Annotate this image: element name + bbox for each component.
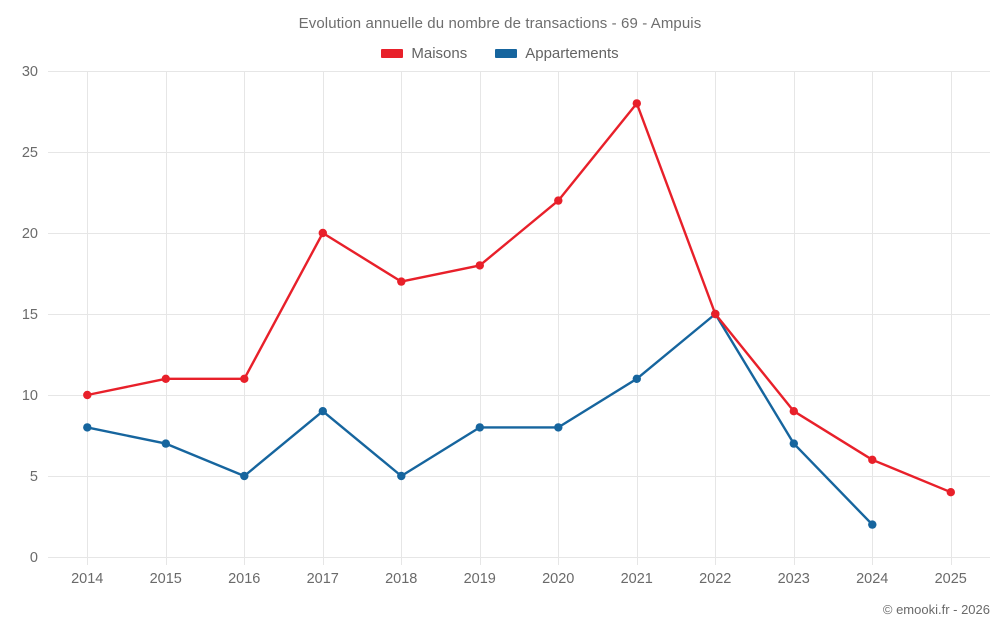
y-axis-tick-label: 0 — [30, 550, 38, 566]
data-point-maisons[interactable] — [397, 277, 406, 286]
series-line-appartements — [86, 312, 874, 526]
chart-title: Evolution annuelle du nombre de transact… — [298, 15, 702, 32]
data-point-maisons[interactable] — [789, 407, 798, 416]
data-point-appartements[interactable] — [397, 471, 406, 481]
x-axis-tick-label: 2025 — [935, 571, 967, 587]
data-point-appartements[interactable] — [83, 423, 92, 432]
data-point-maisons[interactable] — [318, 228, 327, 238]
x-axis-tick-label: 2022 — [699, 571, 731, 587]
x-axis-tick-label: 2019 — [464, 571, 496, 587]
data-point-maisons[interactable] — [240, 374, 249, 383]
data-point-appartements[interactable] — [475, 423, 484, 432]
data-point-maisons[interactable] — [868, 455, 877, 464]
data-point-maisons[interactable] — [711, 309, 720, 319]
legend-label-appartements: Appartements — [525, 45, 619, 62]
legend-label-maisons: Maisons — [411, 45, 468, 62]
y-axis-tick-label: 10 — [22, 388, 38, 404]
copyright-credit: © emooki.fr - 2026 — [882, 602, 990, 617]
x-axis-tick-label: 2021 — [621, 571, 653, 587]
x-axis-tick-label: 2020 — [542, 571, 574, 587]
data-point-appartements[interactable] — [554, 423, 563, 432]
legend-item-appartements[interactable]: Appartements — [495, 45, 619, 62]
legend-item-maisons[interactable]: Maisons — [381, 45, 467, 62]
data-point-maisons[interactable] — [475, 261, 484, 270]
legend-swatch-appartements — [495, 49, 518, 58]
data-point-appartements[interactable] — [789, 439, 798, 448]
y-axis-tick-label: 20 — [22, 226, 38, 242]
y-axis-tick-label: 15 — [22, 307, 38, 323]
data-point-maisons[interactable] — [83, 390, 92, 400]
data-point-appartements[interactable] — [161, 439, 170, 448]
data-point-maisons[interactable] — [554, 196, 563, 205]
x-axis-tick-label: 2018 — [385, 571, 417, 587]
data-point-appartements[interactable] — [632, 374, 641, 383]
y-axis-tick-label: 5 — [30, 469, 38, 485]
data-point-appartements[interactable] — [868, 520, 877, 529]
x-axis-tick-label: 2023 — [778, 571, 810, 587]
x-axis-tick-label: 2014 — [71, 571, 103, 587]
x-axis-tick-label: 2024 — [856, 571, 888, 587]
y-axis-tick-label: 30 — [22, 64, 38, 80]
legend-swatch-maisons — [381, 49, 404, 58]
x-axis-tick-label: 2016 — [228, 571, 260, 587]
y-axis-tick-label: 25 — [22, 145, 38, 161]
data-point-appartements[interactable] — [240, 471, 249, 481]
x-axis-tick-label: 2017 — [307, 571, 339, 587]
data-point-maisons[interactable] — [161, 374, 170, 383]
data-point-appartements[interactable] — [318, 407, 327, 416]
series-line-maisons — [86, 102, 952, 494]
data-point-maisons[interactable] — [946, 488, 955, 497]
chart-legend: Maisons Appartements — [0, 45, 1000, 62]
x-axis-tick-label: 2015 — [150, 571, 182, 587]
data-point-maisons[interactable] — [632, 99, 641, 108]
